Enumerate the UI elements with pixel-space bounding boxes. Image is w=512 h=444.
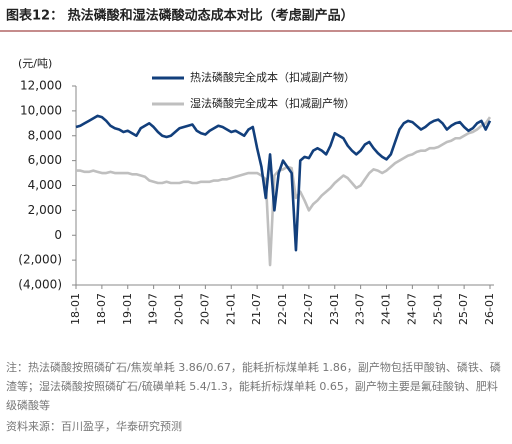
legend-label: 湿法磷酸完全成本（扣减副产物）: [190, 96, 355, 110]
source: 资料来源：百川盈孚，华泰研究预测: [6, 420, 182, 433]
x-tick-label: 19-07: [147, 293, 160, 325]
x-tick-label: 25-07: [457, 293, 470, 325]
note: 注：热法磷酸按照磷矿石/焦炭单耗 3.86/0.67，能耗折标煤单耗 1.86，…: [6, 361, 501, 412]
y-tick-label: 12,000: [20, 79, 62, 93]
y-tick-label: 2,000: [28, 203, 62, 217]
x-tick-label: 24-01: [380, 293, 393, 325]
x-tick-label: 22-01: [276, 293, 289, 325]
y-tick-label: (2,000): [18, 253, 62, 267]
chart: 图表12： 热法磷酸和湿法磷酸动态成本对比（考虑副产品） (元/吨) (4,00…: [0, 8, 512, 325]
y-tick-label: (4,000): [18, 278, 62, 292]
x-tick-label: 26-01: [483, 293, 496, 325]
x-tick-label: 20-07: [198, 293, 211, 325]
x-tick-label: 23-07: [354, 293, 367, 325]
x-tick-label: 23-01: [328, 293, 341, 325]
x-tick-label: 21-01: [224, 293, 237, 325]
x-tick-label: 22-07: [302, 293, 315, 325]
x-tick-label: 18-01: [69, 293, 82, 325]
x-tick-label: 21-07: [250, 293, 263, 325]
y-tick-label: 6,000: [28, 153, 62, 167]
y-tick-label: 10,000: [20, 103, 62, 117]
y-axis-label: (元/吨): [18, 57, 52, 70]
series-line: [76, 116, 492, 267]
x-tick-label: 20-01: [173, 293, 186, 325]
y-tick-label: 8,000: [28, 128, 62, 142]
legend-label: 热法磷酸完全成本（扣减副产物）: [190, 70, 355, 84]
x-tick-label: 18-07: [95, 293, 108, 325]
y-tick-label: 0: [54, 228, 62, 242]
chart-title: 图表12： 热法磷酸和湿法磷酸动态成本对比（考虑副产品）: [6, 8, 354, 24]
y-tick-label: 4,000: [28, 178, 62, 192]
series-line: [75, 114, 492, 252]
x-tick-label: 25-01: [431, 293, 444, 325]
x-tick-label: 19-01: [121, 293, 134, 325]
x-tick-label: 24-07: [405, 293, 418, 325]
